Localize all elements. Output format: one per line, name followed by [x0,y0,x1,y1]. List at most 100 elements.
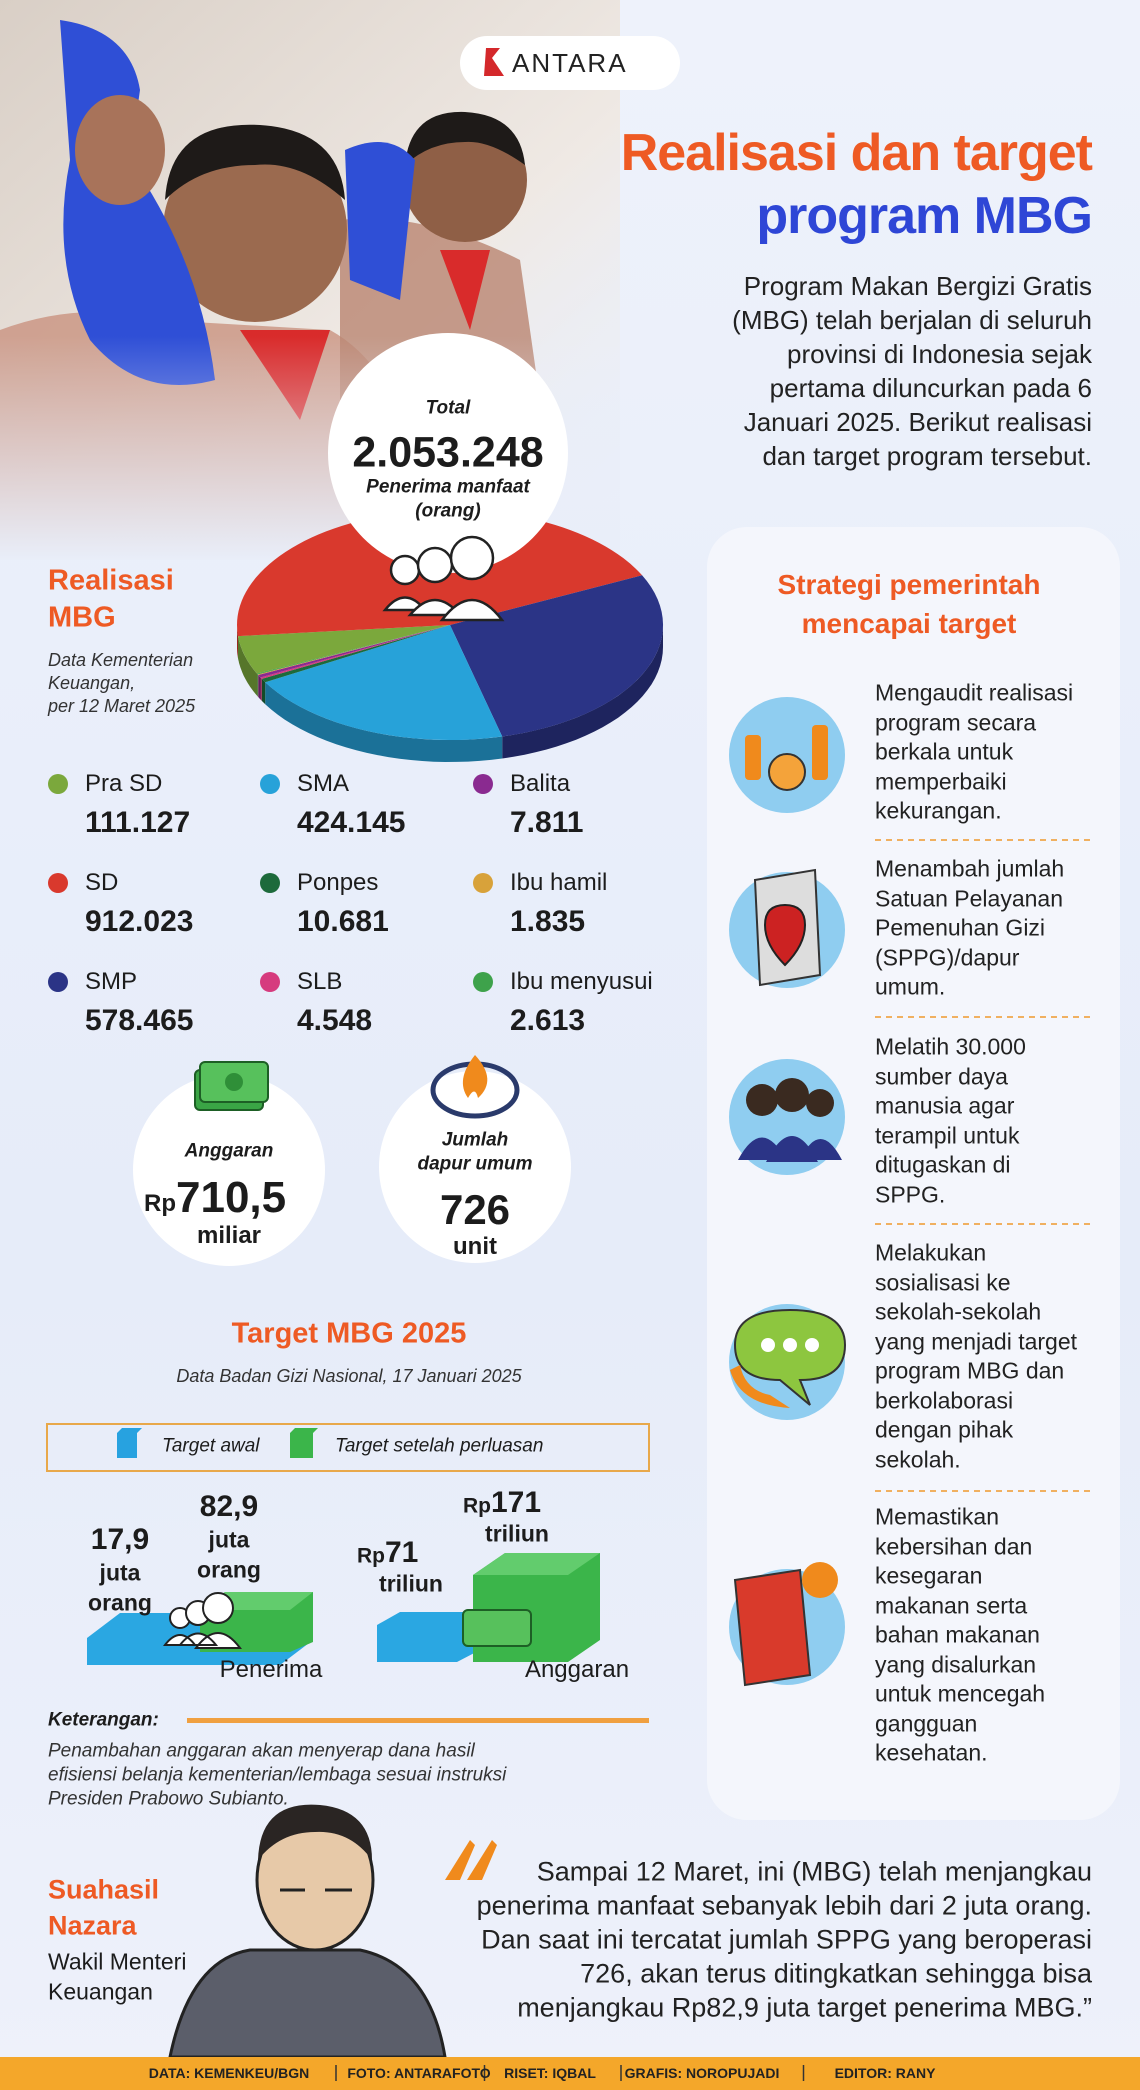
legend-dot [48,972,68,992]
strategy-line: SPPG. [875,1181,946,1207]
total-unit: Penerima manfaat [366,476,530,498]
speaker-role: Keuangan [48,1978,153,2005]
legend-label: Target setelah perluasan [335,1435,544,1457]
strategy-line: sumber daya [875,1063,1008,1089]
logo-text: ANTARA [512,48,628,78]
strategy-line: untuk mencegah [875,1680,1046,1707]
legend-value: 1.835 [510,905,586,938]
legend-label: SMA [297,770,350,797]
strategy-line: sosialisasi ke [875,1269,1011,1295]
strategy-line: Melatih 30.000 [875,1033,1026,1060]
target-value: 17,9 [90,1523,150,1556]
money-icon [194,1061,269,1111]
pie-slice [257,625,450,675]
pie-slice [265,625,503,741]
strategy-line: Melakukan [875,1239,987,1266]
strategy-line: yang disalurkan [875,1651,1037,1677]
target-value: 171 [491,1486,542,1519]
pie-side [237,625,238,659]
strategy-line: manusia agar [875,1092,1015,1119]
legend-label: SD [85,869,119,896]
strategy-line: Memastikan [875,1503,999,1530]
budget-value: 710,5 [176,1173,287,1222]
target-prefix: Rp [463,1494,491,1518]
footer-item: DATA: KEMENKEU/BGN [148,2065,310,2081]
legend-label: Balita [510,770,571,797]
title: Realisasi dan target [620,124,1093,182]
speaker-name: Nazara [48,1910,137,1941]
strategy-line: Satuan Pelayanan [875,885,1063,911]
strategy-icons [729,697,847,1687]
pie-side [238,636,257,696]
legend-label: SMP [85,968,138,995]
strategy-line: dengan pihak [875,1416,1014,1443]
target-unit: triliun [485,1520,549,1547]
legend-dot [260,774,280,794]
legend-label: Pra SD [85,770,163,797]
legend-label: SLB [297,968,343,995]
target-unit: orang [88,1589,152,1616]
legend-value: 7.811 [510,806,584,839]
strategy-line: Mengaudit realisasi [875,679,1074,706]
legend-value: 4.548 [297,1004,373,1037]
legend-value: 912.023 [85,905,194,938]
legend-dot [473,873,493,893]
budget-unit: miliar [196,1222,262,1249]
legend-value: 10.681 [297,905,389,938]
strategy-line: berkala untuk [875,738,1014,765]
intro-line: Januari 2025. Berikut realisasi [743,407,1092,437]
legend-label: Ponpes [297,869,379,896]
source-note: Keuangan, [48,673,136,693]
strategy-line: memperbaiki [875,768,1007,794]
legend-label: Ibu menyusui [510,968,653,995]
pie-side [265,682,503,762]
pie-side [257,674,259,697]
quote-line: Sampai 12 Maret, ini (MBG) telah menjang… [536,1856,1092,1887]
pie-slice [260,625,450,679]
intro-line: (MBG) telah berjalan di seluruh [732,305,1092,335]
pie-side [260,677,262,701]
budget-label: Anggaran [184,1140,274,1162]
note-line: Presiden Prabowo Subianto. [48,1788,289,1810]
legend-value: 2.613 [510,1004,586,1037]
legend-value: 111.127 [85,806,191,839]
legend-label: Ibu hamil [510,869,608,896]
legend-dot [260,972,280,992]
source-note: Data Kementerian [48,650,194,670]
section-title: mencapai target [801,608,1017,639]
quote-line: menjangkau Rp82,9 juta target penerima M… [517,1992,1092,2023]
intro-line: provinsi di Indonesia sejak [787,339,1092,369]
strategy-line: Pemenuhan Gizi [875,914,1046,941]
legend-value: 424.145 [297,806,406,839]
strategy-line: program secara [875,709,1037,735]
strategy-line: umum. [875,973,946,1000]
speaker-role: Wakil Menteri [48,1948,187,1975]
target-value: 82,9 [199,1490,259,1523]
strategy-line: kebersihan dan [875,1533,1033,1559]
target-unit: juta [99,1559,141,1586]
section-title: Target MBG 2025 [231,1317,467,1350]
footer-item: EDITOR: RANY [834,2065,936,2081]
target-blocks [87,1553,600,1665]
quote-mark [445,1840,497,1880]
logo-pill [460,36,680,90]
target-prefix: Rp [357,1544,385,1568]
strategy-line: kesegaran [875,1562,983,1589]
strategy-line: (SPPG)/dapur [875,944,1020,970]
target-unit: triliun [379,1570,443,1597]
people-icon [382,535,505,622]
target-value: 71 [385,1536,419,1569]
quote-line: 726, akan terus ditingkatkan sehingga bi… [580,1958,1092,1989]
pie-slice [261,625,450,683]
legend-dot [473,972,493,992]
legend-swatch [290,1428,318,1458]
kitchen-unit: unit [453,1233,497,1260]
legend-box [46,1423,650,1472]
footer-item: RISET: IQBAL [504,2065,596,2081]
section-title: Strategi pemerintah [777,569,1041,600]
pie-slice [238,625,450,674]
stove-icon [430,1055,520,1119]
strategy-line: makanan serta [875,1592,1028,1618]
target-unit: orang [197,1556,261,1583]
